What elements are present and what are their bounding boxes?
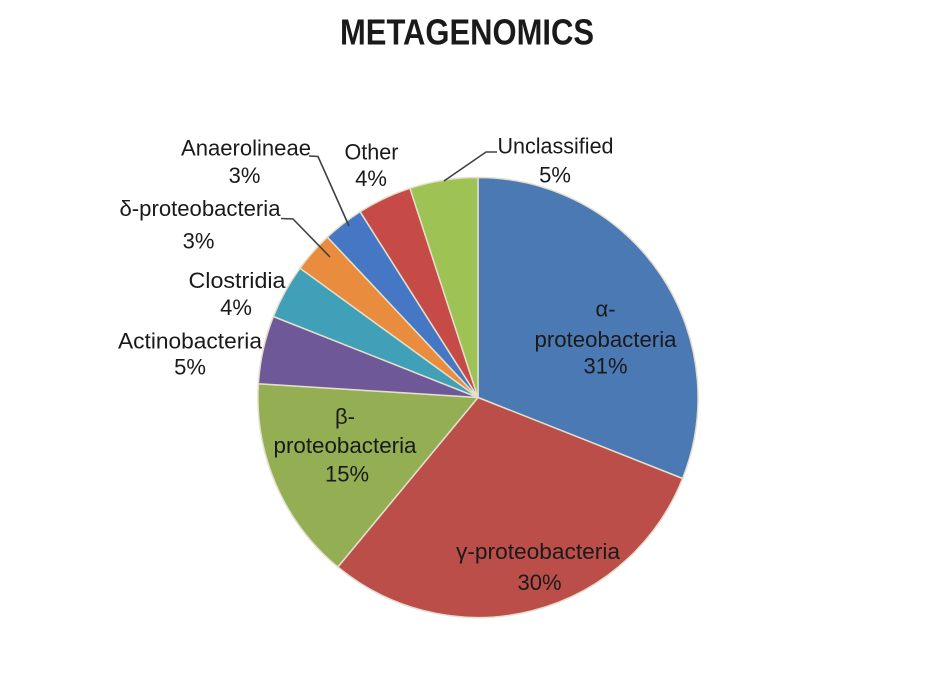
svg-text:3%: 3% [229, 163, 261, 188]
svg-text:4%: 4% [355, 166, 387, 191]
svg-text:31%: 31% [583, 354, 627, 379]
svg-text:β-: β- [335, 404, 355, 429]
svg-text:proteobacteria: proteobacteria [535, 327, 678, 352]
svg-text:4%: 4% [220, 295, 252, 320]
svg-text:proteobacteria: proteobacteria [274, 433, 418, 458]
svg-text:Anaerolineae: Anaerolineae [181, 136, 311, 161]
svg-text:5%: 5% [174, 355, 206, 380]
svg-text:5%: 5% [539, 163, 571, 188]
svg-text:Unclassified: Unclassified [498, 134, 614, 159]
svg-text:γ-proteobacteria: γ-proteobacteria [456, 539, 621, 564]
svg-text:15%: 15% [325, 462, 369, 487]
svg-text:α-: α- [595, 297, 615, 322]
svg-text:30%: 30% [517, 570, 561, 595]
svg-text:Clostridia: Clostridia [189, 268, 287, 293]
svg-text:METAGENOMICS: METAGENOMICS [340, 12, 594, 53]
svg-text:δ-proteobacteria: δ-proteobacteria [120, 196, 282, 221]
svg-text:Other: Other [345, 140, 399, 165]
svg-text:Actinobacteria: Actinobacteria [118, 329, 263, 354]
svg-text:3%: 3% [183, 229, 215, 254]
